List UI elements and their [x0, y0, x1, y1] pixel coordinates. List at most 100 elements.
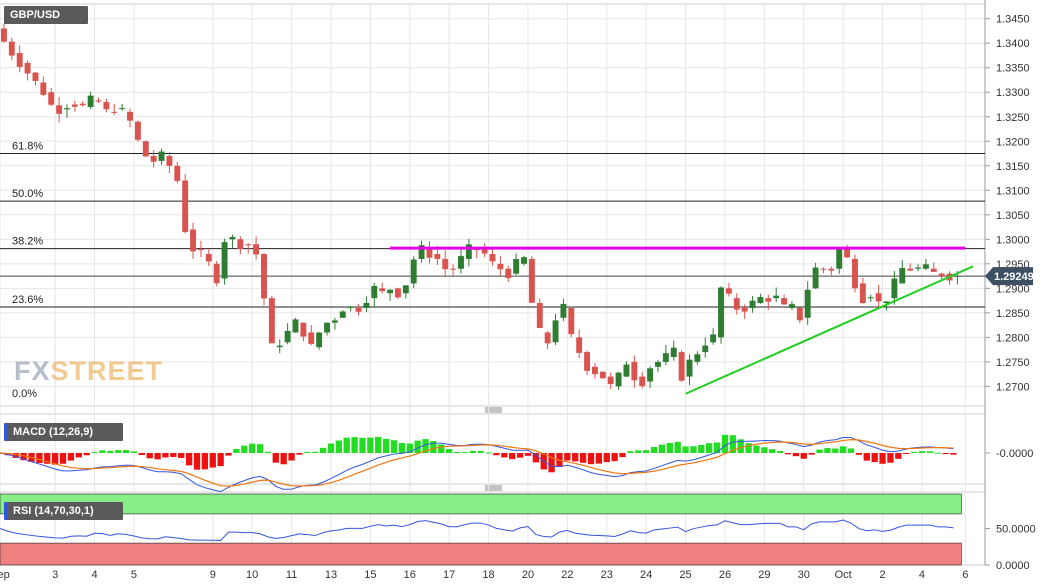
macd-histogram-bar [666, 442, 673, 453]
x-tick-label: 11 [286, 569, 297, 581]
candle-body [371, 285, 378, 299]
macd-histogram-bar [430, 441, 437, 453]
macd-histogram-bar [737, 439, 744, 453]
macd-histogram-bar [564, 453, 571, 461]
candle-body [899, 268, 906, 284]
macd-histogram-bar [130, 451, 138, 453]
candle-body [647, 368, 654, 382]
candle-body [852, 258, 858, 289]
x-tick-label: 17 [443, 569, 455, 581]
candle-body [119, 108, 126, 110]
rsi-indicator-label[interactable]: RSI (14,70,30,1) [4, 502, 123, 520]
rsi-overbought-zone [0, 493, 962, 515]
macd-histogram-bar [650, 447, 658, 453]
candle-body [607, 376, 614, 385]
macd-histogram-bar [36, 453, 43, 464]
macd-histogram-bar [619, 453, 626, 458]
macd-histogram-bar [753, 445, 760, 453]
macd-histogram-bar [887, 453, 894, 463]
macd-line [0, 437, 954, 493]
y-tick-label: 1.3300 [996, 87, 1030, 99]
candle-body [718, 287, 724, 338]
fib-level-label: 50.0% [12, 188, 43, 200]
candle-body [79, 103, 86, 106]
candle-body [0, 28, 7, 42]
macd-histogram-bar [721, 434, 729, 453]
y-tick-label: 1.2700 [996, 381, 1030, 393]
candle-body [158, 151, 165, 161]
macd-histogram-bar [367, 437, 374, 453]
y-tick-label: 1.2850 [996, 308, 1030, 320]
symbol-label: GBP/USD [4, 6, 88, 24]
candle-body [268, 298, 275, 344]
macd-histogram-bar [390, 440, 398, 453]
y-tick-label: 1.3000 [996, 234, 1030, 246]
candle-body [24, 62, 31, 74]
macd-histogram-bar [335, 440, 342, 453]
candle-body [103, 102, 110, 110]
macd-histogram-bar [115, 450, 122, 453]
macd-histogram-bar [950, 453, 957, 455]
macd-histogram-bar [524, 453, 532, 456]
panel-splitter-handle[interactable] [485, 485, 502, 491]
candle-body [796, 307, 803, 321]
macd-histogram-bar [438, 444, 445, 453]
candle-body [276, 345, 283, 348]
panel-splitter-handle[interactable] [485, 407, 502, 413]
macd-histogram-bar [304, 451, 311, 453]
candle-body [741, 307, 748, 312]
candle-body [788, 304, 795, 308]
candle-body [300, 322, 307, 337]
macd-histogram-bar [453, 451, 461, 453]
candle-body [702, 345, 709, 353]
x-tick-label: 29 [758, 569, 770, 581]
candle-body [528, 258, 535, 303]
candle-body [662, 353, 669, 362]
candle-body [710, 334, 717, 343]
candle-body [347, 306, 354, 308]
fib-level-label: 61.8% [12, 141, 43, 153]
macd-indicator-label[interactable]: MACD (12,26,9) [4, 423, 123, 441]
candle-body [95, 100, 102, 102]
macd-histogram-bar [627, 451, 634, 453]
candle-body [875, 293, 882, 302]
macd-histogram-bar [67, 453, 75, 461]
candle-body [584, 352, 591, 371]
macd-histogram-bar [824, 448, 831, 453]
x-tick-label: 13 [325, 569, 337, 581]
macd-histogram-bar [942, 453, 949, 454]
ascending-trendline [685, 265, 974, 395]
x-tick-label: 4 [919, 569, 925, 581]
rsi-oversold-zone [0, 542, 962, 566]
macd-histogram-bar [249, 443, 256, 453]
macd-histogram-bar [792, 453, 800, 457]
candle-body [694, 354, 701, 362]
macd-histogram-bar [477, 450, 484, 453]
candle-body [820, 268, 827, 270]
y-tick-label: 1.2900 [996, 283, 1030, 295]
candle-body [410, 259, 417, 284]
macd-histogram-bar [745, 443, 752, 453]
macd-histogram-bar [816, 449, 823, 453]
macd-histogram-bar [398, 442, 406, 453]
macd-histogram-bar [20, 453, 27, 461]
candle-body [56, 105, 63, 114]
macd-histogram-bar [516, 453, 524, 458]
candle-body [190, 229, 197, 252]
macd-histogram-bar [863, 453, 870, 461]
candle-body [781, 298, 788, 305]
x-tick-label: Sep [0, 569, 10, 581]
candle-body [387, 289, 394, 294]
candle-body [639, 376, 646, 387]
x-tick-label: 10 [246, 569, 258, 581]
macd-histogram-bar [382, 438, 390, 453]
candle-body [292, 319, 299, 333]
macd-histogram-bar [761, 447, 768, 453]
macd-histogram-bar [682, 446, 689, 453]
macd-histogram-bar [351, 437, 358, 453]
candle-body [308, 332, 315, 344]
macd-histogram-bar [359, 437, 366, 453]
candle-body [812, 267, 819, 289]
